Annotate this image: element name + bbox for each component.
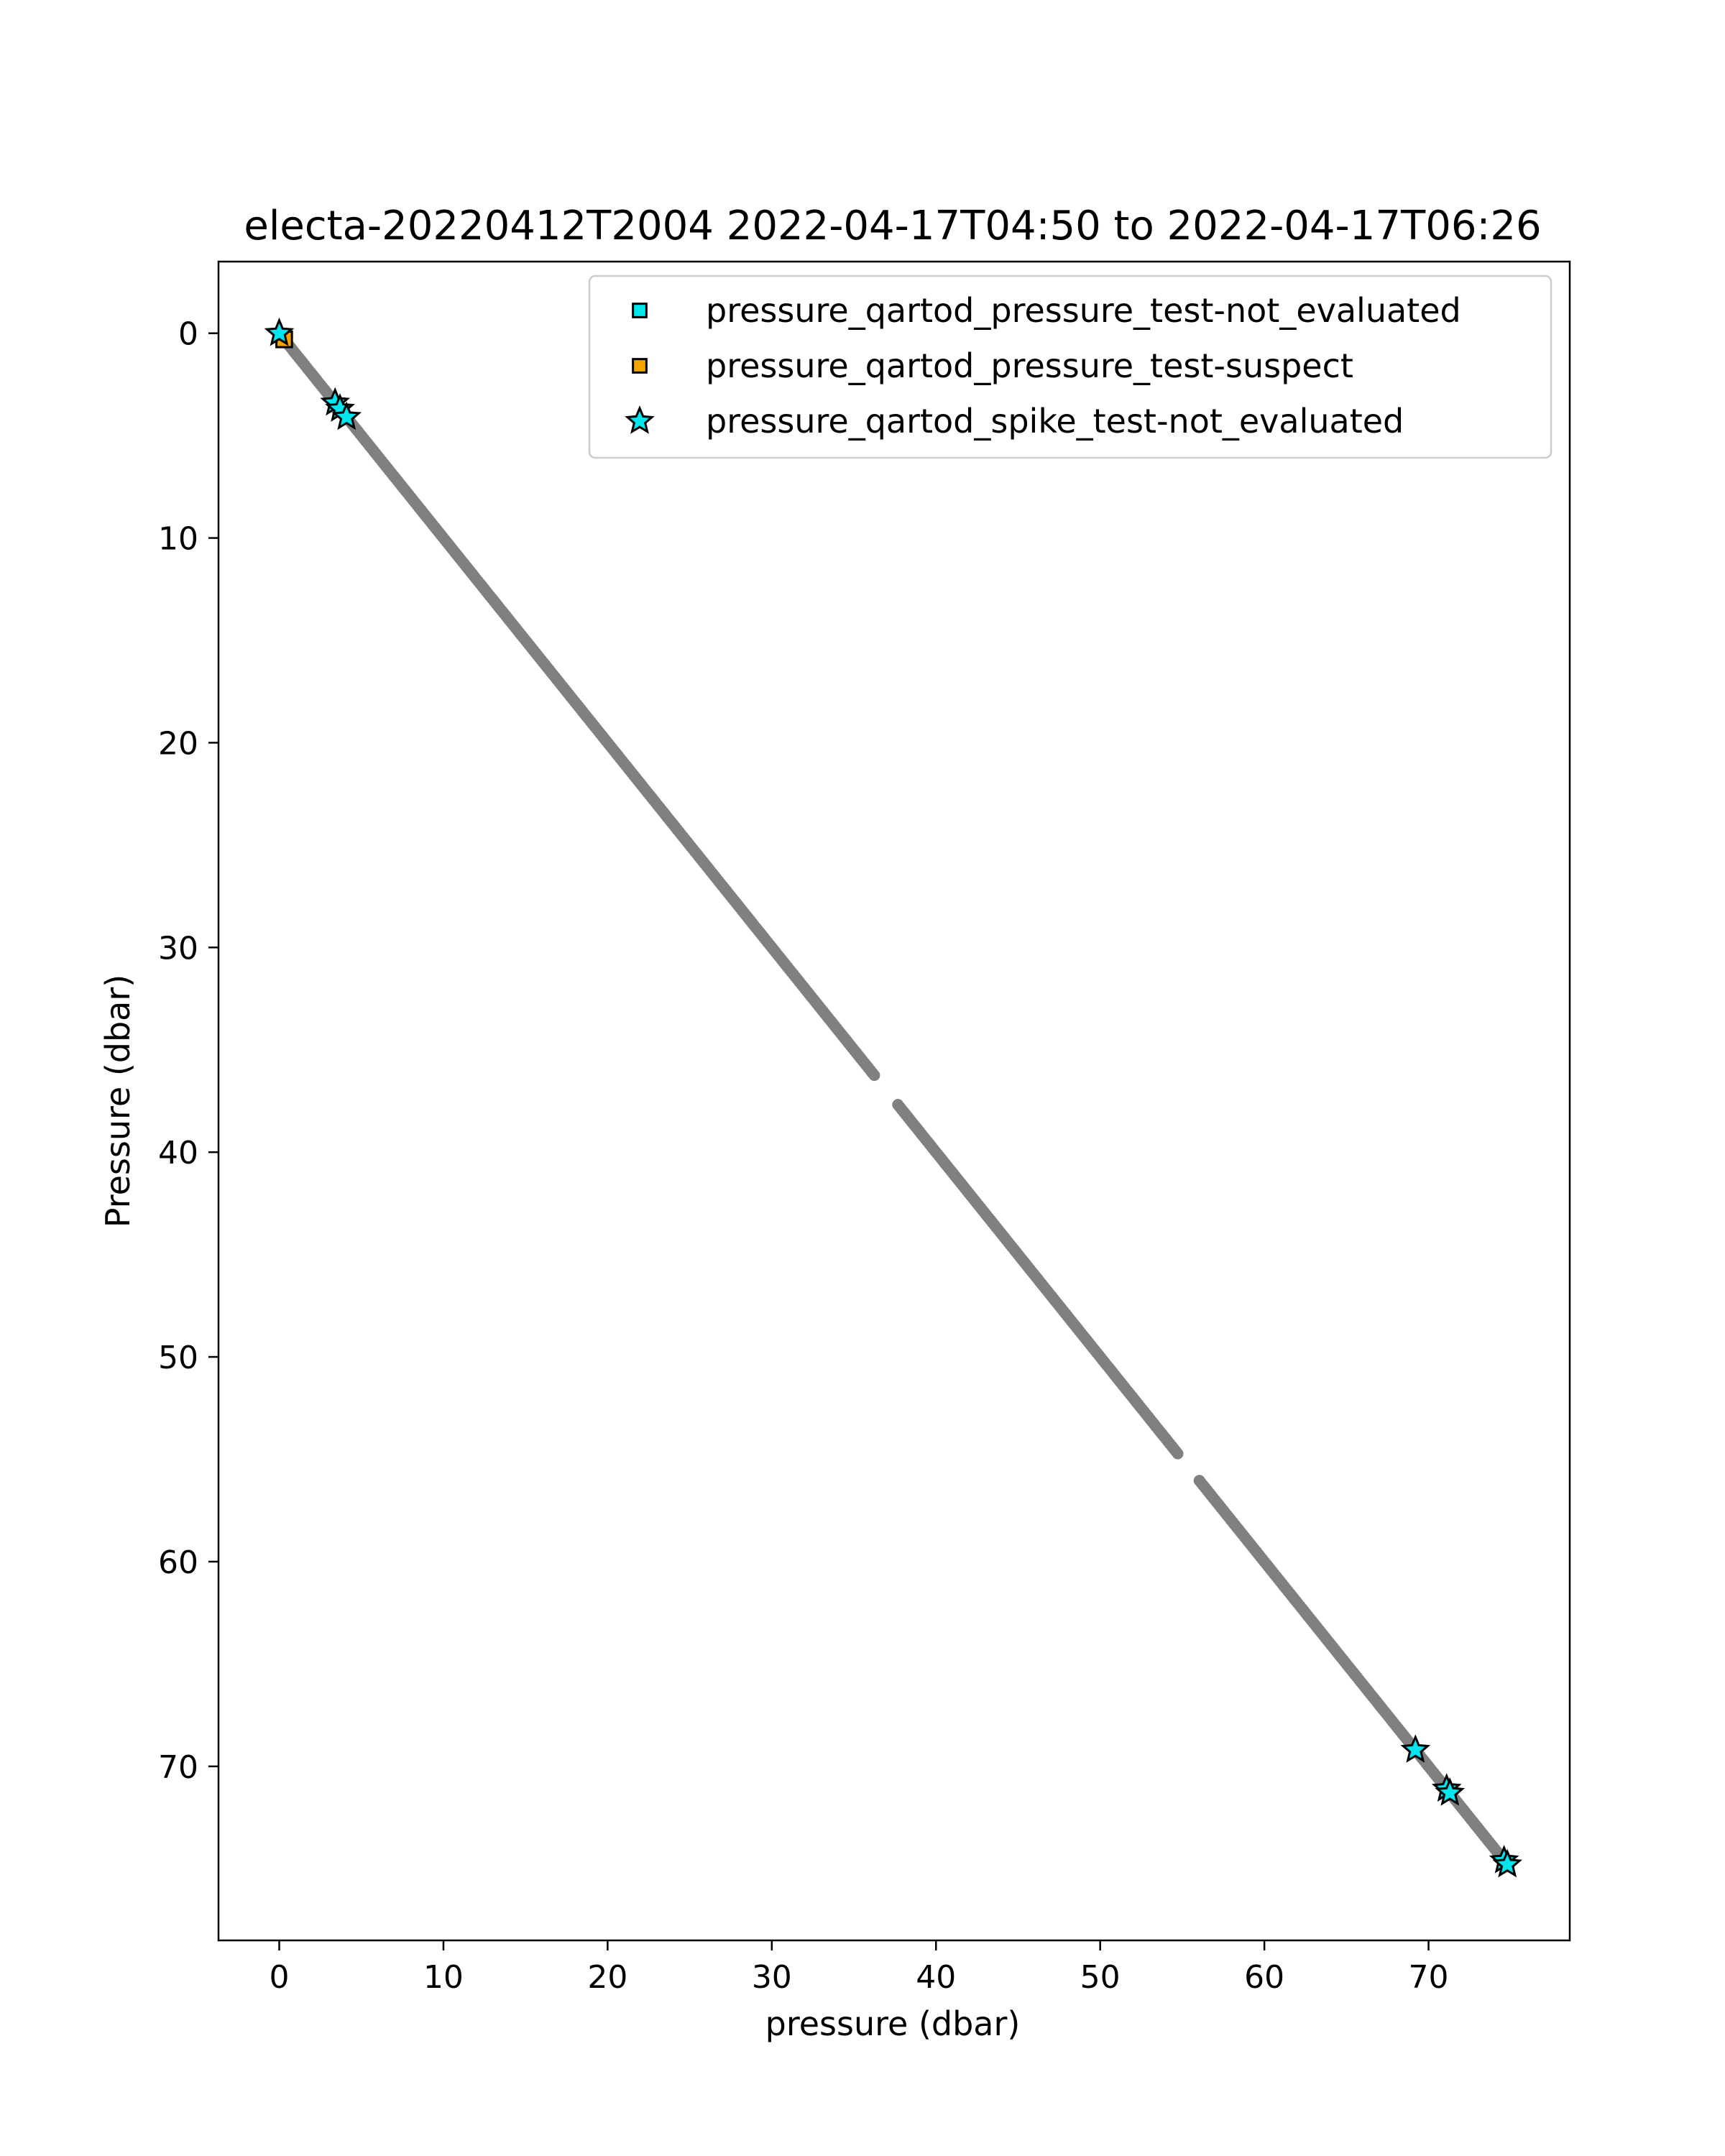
x-tick-label: 30: [752, 1959, 792, 1996]
plot-frame: [217, 260, 1571, 1942]
y-axis: 0 10 20 30 40 50 60 70: [158, 316, 218, 1786]
x-tick-label: 20: [587, 1959, 627, 1996]
legend-marker-star: [625, 405, 655, 434]
x-tick-label: 50: [1080, 1959, 1121, 1996]
legend-label: pressure_qartod_pressure_test-not_evalua…: [706, 291, 1461, 330]
x-tick-label: 70: [1409, 1959, 1449, 1996]
plot-data-layer: [264, 317, 1522, 1878]
data-point: [868, 1069, 880, 1082]
legend-label: pressure_qartod_spike_test-not_evaluated: [706, 402, 1404, 441]
y-tick-label: 0: [178, 316, 198, 353]
y-tick-label: 60: [158, 1544, 198, 1581]
x-tick-label: 40: [916, 1959, 956, 1996]
flag-marker-star: [1400, 1734, 1431, 1763]
y-tick-label: 30: [158, 930, 198, 967]
y-tick-label: 50: [158, 1340, 198, 1376]
y-axis-label: Pressure (dbar): [98, 975, 137, 1227]
flag-marker-star: [264, 317, 295, 346]
y-tick-label: 70: [158, 1749, 198, 1786]
flag-marker-star: [331, 401, 362, 430]
legend: pressure_qartod_pressure_test-not_evalua…: [588, 275, 1552, 459]
y-tick-label: 20: [158, 725, 198, 762]
flag-marker-star: [1492, 1848, 1522, 1878]
legend-box: [588, 275, 1552, 459]
x-tick-label: 10: [423, 1959, 464, 1996]
x-tick-label: 60: [1244, 1959, 1284, 1996]
y-tick-label: 10: [158, 521, 198, 558]
data-point: [1172, 1447, 1184, 1460]
flag-marker-star: [1435, 1777, 1466, 1806]
x-axis: 0 10 20 30 40 50 60 70: [270, 1940, 1449, 1996]
legend-label: pressure_qartod_pressure_test-suspect: [706, 346, 1353, 385]
y-tick-label: 40: [158, 1135, 198, 1171]
x-tick-label: 0: [270, 1959, 290, 1996]
legend-marker-square: [632, 358, 648, 374]
x-axis-label: pressure (dbar): [765, 2004, 1021, 2043]
chart-title: electa-20220412T2004 2022-04-17T04:50 to…: [244, 203, 1541, 249]
legend-marker-square: [632, 303, 648, 318]
